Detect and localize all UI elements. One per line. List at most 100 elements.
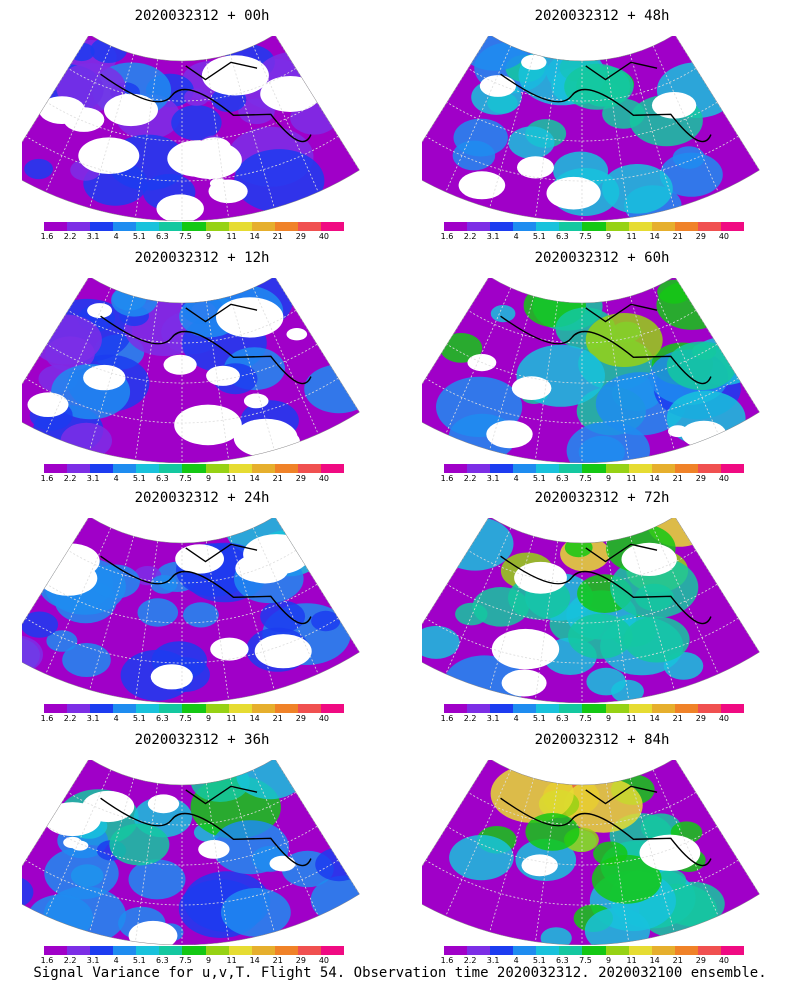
variance-blob [436, 518, 514, 571]
missing-data-patch [260, 76, 321, 112]
colorbar-swatch [582, 946, 606, 955]
missing-data-patch [174, 404, 242, 446]
map-panel: 2020032312 + 72h 1.6 2.2 3.1 4 5.1 6.3 7.5 9 11 14… [422, 490, 782, 730]
missing-data-patch [521, 854, 558, 877]
colorbar-label: 9 [205, 714, 212, 723]
colorbar-label: 5.1 [532, 714, 546, 723]
variance-blob [666, 341, 737, 391]
colorbar-label: 7.5 [579, 714, 592, 723]
colorbar-swatch [159, 704, 183, 713]
colorbar-swatch [136, 946, 160, 955]
colorbar-swatch [274, 222, 298, 231]
variance-blob [311, 610, 341, 632]
colorbar-label: 3.1 [486, 232, 500, 241]
missing-data-patch [150, 664, 193, 690]
colorbar-label: 21 [672, 714, 683, 723]
colorbar-swatch [513, 222, 537, 231]
meridian-line [134, 301, 159, 460]
meridian-line [229, 536, 275, 691]
parallel-line [46, 825, 318, 866]
parallel-line [446, 101, 718, 142]
colorbar-swatch [605, 464, 629, 473]
panel-title: 2020032312 + 72h [534, 490, 670, 506]
colorbar-swatch [697, 222, 721, 231]
colorbar-label: 29 [695, 474, 706, 483]
parallel-line [446, 583, 718, 624]
colorbar-label: 14 [649, 714, 660, 723]
missing-data-patch [216, 297, 284, 338]
parallel-line [425, 617, 739, 664]
colorbar-swatch [205, 222, 229, 231]
colorbar-swatch [720, 946, 745, 955]
parallel-line [25, 617, 339, 664]
missing-data-patch [233, 418, 298, 458]
figure-caption: Signal Variance for u,v,T. Flight 54. Ob… [33, 965, 767, 981]
meridian-line [252, 287, 319, 435]
missing-data-patch [156, 194, 204, 221]
colorbar-label: 7.5 [179, 714, 192, 723]
colorbar-label: 1.6 [440, 956, 454, 965]
variance-blob [585, 313, 663, 367]
map-panel: 2020032312 + 24h 1.6 2.2 3.1 4 5.1 6.3 7.5 9 11 14… [22, 490, 382, 730]
colorbar-label: 4 [513, 956, 519, 965]
missing-data-patch [147, 794, 180, 814]
colorbar-swatch [90, 704, 114, 713]
colorbar-label: 5.1 [132, 956, 146, 965]
meridian-line [205, 541, 230, 700]
missing-data-patch [479, 75, 516, 97]
missing-data-patch [178, 140, 242, 180]
variance-blob [137, 598, 179, 627]
coastline [585, 61, 658, 81]
colorbar-swatch [513, 464, 537, 473]
colorbar-swatch [444, 946, 468, 955]
colorbar-swatch [228, 222, 252, 231]
colorbar-swatch [490, 222, 514, 231]
colorbar-label: 21 [672, 232, 683, 241]
colorbar-label: 7.5 [179, 232, 192, 241]
variance-blob [24, 158, 53, 180]
colorbar-swatch [674, 704, 698, 713]
map-panel: 2020032312 + 60h 1.6 2.2 3.1 4 5.1 6.3 7.5 9 11 14… [422, 250, 782, 490]
colorbar-label: 5.1 [132, 474, 146, 483]
parallel-line [25, 135, 339, 182]
colorbar-label: 11 [226, 232, 237, 241]
variance-blob [112, 286, 147, 311]
missing-data-patch [241, 555, 289, 584]
coastline [500, 73, 712, 143]
colorbar-swatch [490, 464, 514, 473]
colorbar-label: 3.1 [86, 232, 100, 241]
colorbar-label: 1.6 [440, 474, 454, 483]
panel-title: 2020032312 + 60h [534, 250, 670, 266]
colorbar-label: 1.6 [40, 714, 54, 723]
variance-blob [315, 847, 360, 882]
colorbar-label: 7.5 [179, 956, 192, 965]
colorbar-label: 14 [649, 956, 660, 965]
map-outline [22, 760, 360, 945]
colorbar-swatch [297, 704, 321, 713]
colorbar-swatch [182, 222, 206, 231]
colorbar-swatch [628, 222, 652, 231]
variance-blob [211, 820, 289, 875]
colorbar-label: 4 [513, 714, 519, 723]
colorbar-swatch [467, 946, 491, 955]
variance-blob [91, 564, 140, 599]
meridian-line [205, 59, 230, 218]
colorbar-swatch [559, 222, 583, 231]
colorbar-label: 7.5 [179, 474, 192, 483]
parallel-line [467, 67, 697, 102]
parallel-line [46, 343, 318, 384]
missing-data-patch [63, 836, 82, 849]
variance-blob [656, 280, 728, 330]
missing-data-patch [546, 176, 601, 210]
colorbar-swatch [67, 222, 91, 231]
colorbar-label: 21 [672, 956, 683, 965]
meridian-line [629, 54, 675, 209]
colorbar-swatch [205, 946, 229, 955]
meridian-line [252, 45, 319, 193]
colorbar-swatch [536, 946, 560, 955]
missing-data-patch [210, 637, 249, 661]
colorbar-swatch [559, 946, 583, 955]
colorbar-label: 40 [718, 232, 730, 241]
colorbar-swatch [320, 464, 345, 473]
colorbar-swatch [297, 946, 321, 955]
